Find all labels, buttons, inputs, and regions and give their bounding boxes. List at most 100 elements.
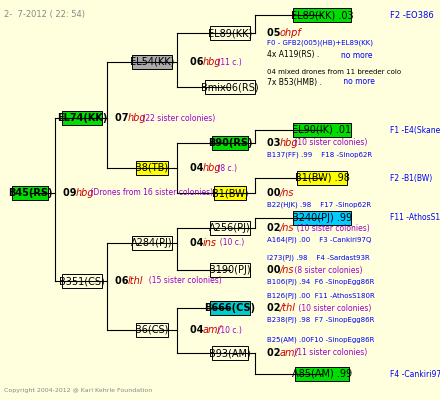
Text: 2-  7-2012 ( 22: 54): 2- 7-2012 ( 22: 54) xyxy=(4,10,85,19)
Text: hbg: hbg xyxy=(202,57,221,67)
FancyBboxPatch shape xyxy=(136,161,168,174)
Text: (8 c.): (8 c.) xyxy=(215,164,237,172)
Text: /ns: /ns xyxy=(279,188,294,198)
Text: B238(PJ) .98  F7 -SinopEgg86R: B238(PJ) .98 F7 -SinopEgg86R xyxy=(267,317,374,323)
Text: B93(AM): B93(AM) xyxy=(209,348,251,358)
Text: EL90(IK) .01: EL90(IK) .01 xyxy=(293,125,352,135)
Text: EL89(KK) .03: EL89(KK) .03 xyxy=(291,10,353,20)
Text: 02: 02 xyxy=(267,348,284,358)
Text: B90(RS): B90(RS) xyxy=(208,138,252,148)
FancyBboxPatch shape xyxy=(12,186,48,200)
Text: 04: 04 xyxy=(190,238,207,248)
Text: EL74(KK): EL74(KK) xyxy=(57,113,107,123)
FancyBboxPatch shape xyxy=(205,80,255,94)
Text: (10 sister colonies): (10 sister colonies) xyxy=(292,138,367,148)
Text: /ns: /ns xyxy=(279,223,294,233)
Text: 02: 02 xyxy=(267,303,284,313)
FancyBboxPatch shape xyxy=(293,8,351,22)
FancyBboxPatch shape xyxy=(293,211,351,225)
FancyBboxPatch shape xyxy=(209,263,250,276)
Text: (10 c.): (10 c.) xyxy=(215,326,242,334)
FancyBboxPatch shape xyxy=(209,26,250,40)
FancyBboxPatch shape xyxy=(62,274,103,288)
FancyBboxPatch shape xyxy=(212,136,248,150)
Text: B190(PJ): B190(PJ) xyxy=(209,265,251,275)
Text: hbg: hbg xyxy=(76,188,94,198)
Text: B6(CS): B6(CS) xyxy=(136,325,169,335)
Text: (10 sister colonies): (10 sister colonies) xyxy=(297,304,372,312)
Text: F2 -EO386: F2 -EO386 xyxy=(390,10,434,20)
Text: 4x A119(RS) .: 4x A119(RS) . xyxy=(267,50,319,60)
Text: 04: 04 xyxy=(190,325,207,335)
Text: (10 sister colonies): (10 sister colonies) xyxy=(292,224,370,232)
Text: F0 - GFB2(005)(HB)+EL89(KK): F0 - GFB2(005)(HB)+EL89(KK) xyxy=(267,40,373,46)
Text: B8(TB): B8(TB) xyxy=(136,163,169,173)
Text: ohpf: ohpf xyxy=(279,28,301,38)
Text: no more: no more xyxy=(310,50,372,60)
Text: (11 c.): (11 c.) xyxy=(215,58,242,66)
Text: B126(PJ) .00  F11 -AthosS180R: B126(PJ) .00 F11 -AthosS180R xyxy=(267,293,375,299)
Text: am/: am/ xyxy=(279,348,298,358)
Text: /ns: /ns xyxy=(279,265,294,275)
FancyBboxPatch shape xyxy=(209,302,250,314)
Text: A85(AM) .99: A85(AM) .99 xyxy=(292,369,352,379)
FancyBboxPatch shape xyxy=(214,186,246,200)
FancyBboxPatch shape xyxy=(136,323,168,336)
Text: 00: 00 xyxy=(267,188,284,198)
Text: EL89(KK): EL89(KK) xyxy=(208,28,252,38)
Text: 06: 06 xyxy=(115,276,132,286)
Text: (22 sister colonies): (22 sister colonies) xyxy=(140,114,216,122)
Text: A164(PJ) .00    F3 -Cankiri97Q: A164(PJ) .00 F3 -Cankiri97Q xyxy=(267,237,371,243)
Text: B666(CS): B666(CS) xyxy=(205,303,256,313)
Text: Copyright 2004-2012 @ Karl Kehrle Foundation: Copyright 2004-2012 @ Karl Kehrle Founda… xyxy=(4,388,152,393)
FancyBboxPatch shape xyxy=(297,171,347,185)
Text: hbg: hbg xyxy=(202,163,221,173)
Text: 04: 04 xyxy=(190,163,207,173)
Text: F1 -E4(Skane-B): F1 -E4(Skane-B) xyxy=(390,126,440,134)
Text: 07: 07 xyxy=(115,113,132,123)
Text: (10 c.): (10 c.) xyxy=(215,238,245,248)
Text: 06: 06 xyxy=(190,57,207,67)
Text: B106(PJ) .94  F6 -SinopEgg86R: B106(PJ) .94 F6 -SinopEgg86R xyxy=(267,279,374,285)
Text: F2 -B1(BW): F2 -B1(BW) xyxy=(390,174,432,182)
FancyBboxPatch shape xyxy=(132,55,172,69)
Text: (Drones from 16 sister colonies): (Drones from 16 sister colonies) xyxy=(88,188,213,198)
Text: F4 -Cankiri97Q: F4 -Cankiri97Q xyxy=(390,370,440,378)
FancyBboxPatch shape xyxy=(132,236,172,250)
Text: no more: no more xyxy=(310,78,375,86)
FancyBboxPatch shape xyxy=(209,222,250,234)
Text: am/: am/ xyxy=(202,325,221,335)
Text: I273(PJ) .98    F4 -Sardast93R: I273(PJ) .98 F4 -Sardast93R xyxy=(267,255,370,261)
FancyBboxPatch shape xyxy=(62,111,103,125)
Text: EL54(KK): EL54(KK) xyxy=(130,57,174,67)
Text: 02: 02 xyxy=(267,223,284,233)
Text: (11 sister colonies): (11 sister colonies) xyxy=(292,348,367,358)
Text: 7x B53(HMB) .: 7x B53(HMB) . xyxy=(267,78,322,86)
FancyBboxPatch shape xyxy=(212,346,248,360)
Text: A256(PJ): A256(PJ) xyxy=(209,223,251,233)
Text: ins: ins xyxy=(202,238,216,248)
Text: 04 mixed drones from 11 breeder colo: 04 mixed drones from 11 breeder colo xyxy=(267,69,401,75)
Text: B351(CS): B351(CS) xyxy=(59,276,105,286)
Text: (8 sister colonies): (8 sister colonies) xyxy=(292,266,363,274)
Text: B1(BW): B1(BW) xyxy=(212,188,248,198)
Text: /thl: /thl xyxy=(279,303,296,313)
Text: 00: 00 xyxy=(267,265,284,275)
Text: Bmix06(RS): Bmix06(RS) xyxy=(201,82,259,92)
FancyBboxPatch shape xyxy=(295,367,349,380)
Text: 03: 03 xyxy=(267,138,284,148)
Text: B22(HJK) .98    F17 -Sinop62R: B22(HJK) .98 F17 -Sinop62R xyxy=(267,202,371,208)
Text: B45(RS): B45(RS) xyxy=(8,188,52,198)
Text: 09: 09 xyxy=(63,188,80,198)
Text: B240(PJ) .99: B240(PJ) .99 xyxy=(292,213,352,223)
Text: (15 sister colonies): (15 sister colonies) xyxy=(144,276,222,286)
Text: F11 -AthosS180R: F11 -AthosS180R xyxy=(390,214,440,222)
Text: lthl: lthl xyxy=(128,276,143,286)
Text: hbg: hbg xyxy=(128,113,146,123)
Text: 05: 05 xyxy=(267,28,284,38)
Text: hbg: hbg xyxy=(279,138,298,148)
Text: B1(BW) .98: B1(BW) .98 xyxy=(294,173,349,183)
FancyBboxPatch shape xyxy=(293,123,351,137)
Text: B137(FF) .99    F18 -Sinop62R: B137(FF) .99 F18 -Sinop62R xyxy=(267,152,372,158)
Text: A284(PJ): A284(PJ) xyxy=(131,238,173,248)
